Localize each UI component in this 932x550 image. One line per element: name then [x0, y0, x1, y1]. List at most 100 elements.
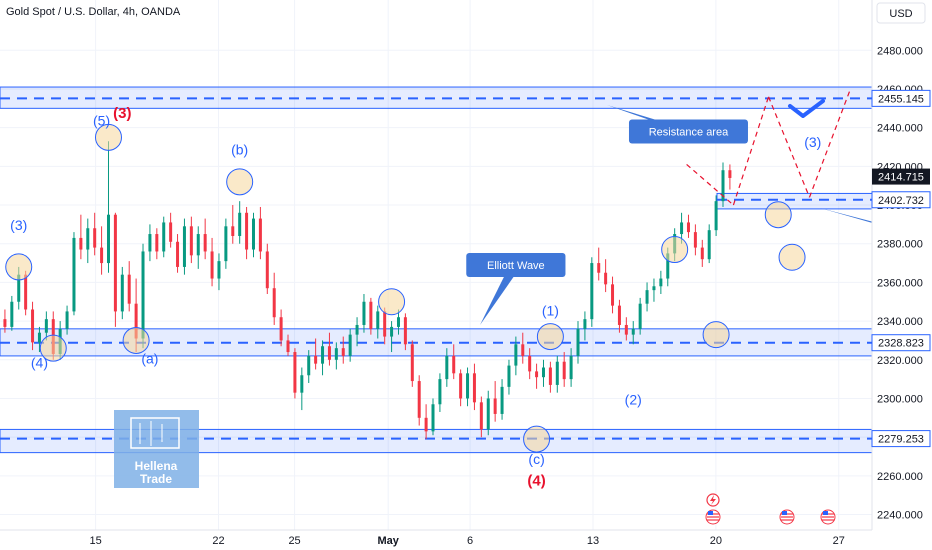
currency-button[interactable]: USD	[876, 2, 926, 24]
candle-body	[686, 222, 690, 233]
candle-body	[37, 332, 41, 343]
candle-body	[24, 274, 28, 310]
wave-pivot-marker	[702, 321, 730, 349]
y-tick-label: 2320.000	[877, 355, 923, 367]
candle-body	[286, 340, 290, 353]
candle-body	[383, 311, 387, 337]
wave-pivot-marker	[778, 243, 806, 271]
candle-body	[362, 301, 366, 325]
candle-body	[562, 361, 566, 380]
event-icons[interactable]	[705, 493, 836, 525]
callout-box	[466, 253, 566, 277]
candle-body	[376, 311, 380, 329]
time-axis[interactable]	[0, 530, 932, 550]
callout-text: Resistance area	[649, 127, 729, 139]
wave-label: (3)	[10, 217, 27, 233]
wave-pivot-marker	[226, 168, 254, 196]
logo-line1: Hellena	[135, 459, 178, 473]
lightning-icon	[710, 495, 716, 505]
y-tick-label: 2340.000	[877, 316, 923, 328]
candle-body	[169, 222, 173, 242]
y-tick-label: 2240.000	[877, 510, 923, 522]
candle-body	[265, 251, 269, 289]
candle-body	[728, 170, 732, 178]
candle-layer	[3, 141, 732, 440]
y-tick-label: 2380.000	[877, 239, 923, 251]
wave-label: (a)	[141, 351, 158, 367]
candle-body	[217, 261, 221, 279]
candle-body	[431, 404, 435, 432]
resistance-price-label: 2455.145	[878, 93, 924, 105]
candle-body	[341, 348, 345, 356]
candle-body	[162, 222, 166, 252]
wave-pivot-marker	[523, 425, 551, 453]
x-tick-label: May	[377, 535, 399, 547]
projection-path	[732, 96, 770, 206]
candle-body	[597, 263, 601, 273]
candle-body	[666, 253, 670, 279]
candle-body	[500, 386, 504, 414]
candle-body	[452, 355, 456, 374]
wave-pivot-marker	[378, 288, 406, 316]
wave-label: (c)	[528, 451, 544, 467]
candle-body	[189, 226, 193, 256]
candle-body	[231, 226, 235, 236]
wave-pivot-marker	[764, 201, 792, 229]
support-price-label: 2402.732	[878, 195, 924, 207]
candle-body	[445, 355, 449, 380]
candle-body	[424, 417, 428, 432]
candle-body	[31, 309, 35, 343]
candle-body	[514, 344, 518, 366]
checkmark-icon	[788, 99, 825, 118]
projection-layer	[686, 88, 852, 206]
wave-label: (1)	[542, 302, 559, 318]
candle-body	[555, 361, 559, 385]
candle-body	[583, 319, 587, 329]
candle-body	[3, 319, 7, 327]
logo-line2: Trade	[140, 472, 172, 486]
candle-body	[155, 234, 159, 252]
us-flag-icon[interactable]	[820, 509, 836, 525]
wave-label: (4)	[31, 355, 48, 371]
callout-pointer	[480, 265, 522, 325]
wave-pivot-marker	[661, 236, 689, 264]
candle-body	[569, 355, 573, 380]
candle-body	[321, 346, 325, 364]
candle-body	[72, 237, 76, 312]
candle-body	[486, 398, 490, 430]
candle-body	[224, 226, 228, 262]
candle-body	[472, 373, 476, 403]
candle-body	[403, 317, 407, 345]
wave-label: (5)	[93, 113, 110, 129]
us-flag-icon[interactable]	[705, 509, 721, 525]
candle-body	[17, 274, 21, 302]
candle-body	[479, 402, 483, 430]
candle-body	[590, 263, 594, 320]
candle-body	[148, 234, 152, 252]
candle-body	[707, 230, 711, 260]
candle-body	[438, 379, 442, 405]
candle-body	[113, 214, 117, 312]
candle-body	[279, 317, 283, 341]
price-axis[interactable]	[872, 0, 932, 530]
candle-body	[693, 232, 697, 248]
x-tick-label: 6	[467, 535, 473, 547]
candle-body	[541, 367, 545, 378]
x-tick-label: 20	[710, 535, 722, 547]
candle-body	[631, 328, 635, 335]
wave-pivot-marker	[536, 323, 564, 351]
wave-pivot-marker	[39, 334, 67, 362]
candle-body	[680, 222, 684, 235]
current-price-label: 2414.715	[878, 172, 924, 184]
bottom-price-tag	[871, 430, 931, 448]
support-price-tag	[871, 191, 931, 209]
candle-body	[106, 214, 110, 264]
callout-pointer	[607, 105, 695, 132]
price-tags: 2455.145 2402.732 2328.823 2279.253 2414.715	[871, 89, 931, 448]
us-flag-icon[interactable]	[779, 509, 795, 525]
wave-label: (3)	[804, 134, 821, 150]
candle-body	[548, 367, 552, 385]
x-tick-label: 13	[587, 535, 599, 547]
candle-body	[120, 274, 124, 312]
